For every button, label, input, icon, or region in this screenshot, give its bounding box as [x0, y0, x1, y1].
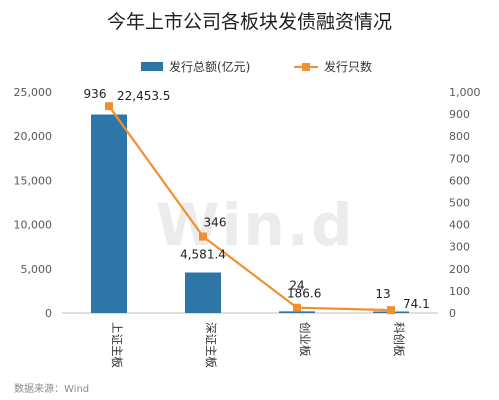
line-marker	[387, 306, 395, 315]
right-tick-label: 500	[449, 197, 470, 210]
left-tick-label: 20,000	[14, 130, 53, 143]
legend-label-line: 发行只数	[324, 59, 372, 74]
bar-series	[91, 114, 409, 313]
left-tick-label: 15,000	[14, 174, 53, 187]
left-tick-label: 5,000	[21, 263, 53, 276]
line-marker	[199, 232, 207, 241]
right-tick-label: 1,000	[449, 86, 481, 99]
left-tick-label: 25,000	[14, 86, 53, 99]
line-marker	[293, 303, 301, 312]
left-tick-label: 10,000	[14, 219, 53, 232]
legend-marker-line	[302, 63, 310, 71]
bar-value-label: 4,581.4	[180, 248, 226, 262]
data-labels: 22,453.5 4,581.4 186.6 74.1 936 346 24 13	[84, 87, 430, 311]
bar	[279, 311, 315, 313]
right-tick-label: 200	[449, 263, 470, 276]
right-tick-label: 100	[449, 285, 470, 298]
right-tick-label: 700	[449, 152, 470, 165]
source-note: 数据来源：Wind	[14, 382, 89, 395]
category-label: 创业板	[298, 322, 312, 357]
left-tick-label: 0	[45, 307, 52, 320]
legend-swatch-bar	[141, 62, 163, 71]
line-value-label: 24	[289, 279, 304, 293]
right-tick-label: 900	[449, 108, 470, 121]
bar-value-label: 186.6	[287, 287, 321, 301]
right-tick-label: 800	[449, 130, 470, 143]
category-label: 深证主板	[204, 322, 218, 368]
right-tick-label: 600	[449, 174, 470, 187]
bar	[91, 114, 127, 313]
right-tick-label: 300	[449, 241, 470, 254]
legend-label-bar: 发行总额(亿元)	[169, 59, 250, 74]
series-line	[108, 105, 392, 312]
right-tick-label: 400	[449, 219, 470, 232]
chart-title: 今年上市公司各板块发债融资情况	[107, 11, 392, 33]
line-value-label: 13	[375, 287, 390, 301]
line-marker	[105, 102, 113, 111]
right-tick-label: 0	[449, 307, 456, 320]
legend: 发行总额(亿元) 发行只数	[141, 59, 372, 74]
left-axis: 0 5,000 10,000 15,000 20,000 25,000	[14, 86, 53, 320]
line-series	[105, 102, 395, 315]
bar-value-label: 22,453.5	[117, 89, 170, 103]
category-label: 上证主板	[110, 322, 124, 368]
category-axis: 上证主板 深证主板 创业板 科创板	[110, 322, 406, 368]
bar-value-label: 74.1	[403, 297, 430, 311]
line-value-label: 346	[204, 216, 227, 230]
right-axis: 0 100 200 300 400 500 600 700 800 900 1,000	[449, 86, 481, 320]
bar	[185, 272, 221, 313]
watermark: Win.d	[156, 191, 355, 259]
category-label: 科创板	[392, 322, 406, 357]
line-value-label: 936	[84, 87, 107, 101]
